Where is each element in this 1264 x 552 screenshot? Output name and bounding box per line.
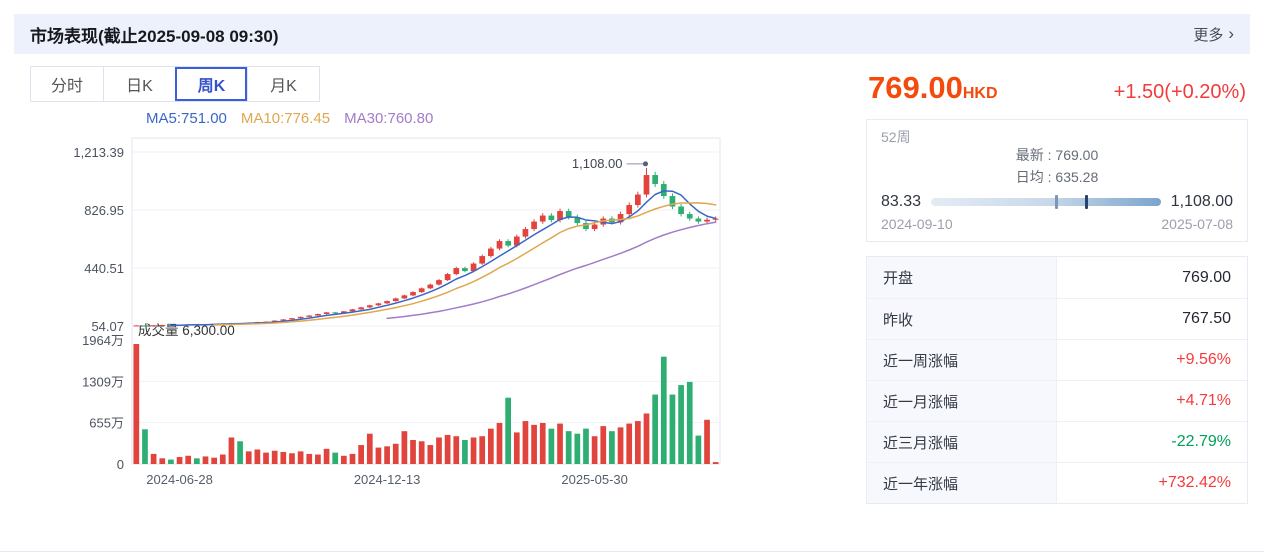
avg-marker <box>1054 195 1058 210</box>
quote-panel: 769.00HKD +1.50(+0.20%) 52周 最新 : 769.00 … <box>860 54 1250 505</box>
latest-marker <box>1084 195 1088 210</box>
chart-grid <box>131 137 721 465</box>
high-date: 2025-07-08 <box>1161 216 1233 233</box>
stat-value: -22.79% <box>1171 433 1231 451</box>
stat-value: +9.56% <box>1176 351 1231 369</box>
table-row: 近三月涨幅 -22.79% <box>867 421 1247 463</box>
stat-value: 767.50 <box>1182 310 1231 328</box>
more-label: 更多 <box>1193 26 1224 44</box>
price-change: +1.50(+0.20%) <box>1113 81 1246 103</box>
svg-text:1,213.39: 1,213.39 <box>73 145 124 160</box>
candles <box>133 167 719 327</box>
stat-label: 近三月涨幅 <box>867 422 1057 463</box>
svg-text:1,108.00: 1,108.00 <box>572 156 623 171</box>
content-area: 分时 日K 周K 月K MA5:751.00 MA10:776.45 MA30:760… <box>0 54 1264 505</box>
table-row: 近一周涨幅 +9.56% <box>867 339 1247 381</box>
table-row: 昨收 767.50 <box>867 298 1247 340</box>
price-wrap: 769.00HKD <box>868 70 998 106</box>
svg-text:2025-05-30: 2025-05-30 <box>561 472 628 487</box>
stat-label: 近一周涨幅 <box>867 340 1057 381</box>
quote-row: 769.00HKD +1.50(+0.20%) <box>866 68 1248 106</box>
stat-value: +732.42% <box>1158 474 1231 492</box>
table-row: 开盘 769.00 <box>867 257 1247 299</box>
chart-column: 分时 日K 周K 月K MA5:751.00 MA10:776.45 MA30:760… <box>14 54 860 504</box>
peak-annotation: 1,108.00 <box>572 156 648 171</box>
svg-text:2024-12-13: 2024-12-13 <box>354 472 421 487</box>
period-tabs: 分时 日K 周K 月K <box>30 66 320 102</box>
svg-text:1964万: 1964万 <box>82 333 124 348</box>
low-date: 2024-09-10 <box>881 216 953 233</box>
stat-value: 769.00 <box>1182 268 1231 286</box>
svg-text:0: 0 <box>117 457 124 472</box>
ma10-legend-label: MA10:776.45 <box>240 110 331 127</box>
current-price: 769.00 <box>868 70 963 105</box>
svg-text:2024-06-28: 2024-06-28 <box>146 472 213 487</box>
range-low-value: 83.33 <box>881 193 922 211</box>
stat-label: 昨收 <box>867 299 1057 340</box>
ma5-legend-label: MA5:751.00 <box>146 110 227 127</box>
stats-table: 开盘 769.00 昨收 767.50 近一周涨幅 +9.56% 近一月涨幅 +4.71% 近三… <box>866 256 1248 505</box>
header-bar: 市场表现(截止2025-09-08 09:30) 更多 › <box>14 14 1250 54</box>
range-high-value: 1,108.00 <box>1170 193 1233 211</box>
range-52w-summary: 最新 : 769.00 日均 : 635.28 <box>881 145 1233 188</box>
svg-text:440.51: 440.51 <box>84 261 124 276</box>
stat-label: 开盘 <box>867 257 1057 299</box>
stat-value: +4.71% <box>1176 392 1231 410</box>
period-tab-2[interactable]: 周K <box>175 67 247 101</box>
range-slider-row: 83.33 1,108.00 <box>881 193 1233 211</box>
chevron-right-icon: › <box>1228 24 1234 43</box>
stat-label: 近一年涨幅 <box>867 463 1057 504</box>
period-tab-0[interactable]: 分时 <box>31 67 103 101</box>
stat-label: 近一月涨幅 <box>867 381 1057 422</box>
currency-label: HKD <box>962 85 998 102</box>
svg-text:成交量 6,300.00: 成交量 6,300.00 <box>138 322 235 338</box>
range-slider-track[interactable] <box>931 195 1161 210</box>
table-row: 近一月涨幅 +4.71% <box>867 380 1247 422</box>
period-tab-3[interactable]: 月K <box>247 67 319 101</box>
latest-value-label: 最新 : 769.00 <box>1015 147 1099 163</box>
page-title: 市场表现(截止2025-09-08 09:30) <box>30 26 279 46</box>
avg-value-label: 日均 : 635.28 <box>1015 168 1099 185</box>
range-dates-row: 2024-09-10 2025-07-08 <box>881 216 1233 232</box>
ma-lines <box>170 190 717 327</box>
volume-bars <box>133 344 719 464</box>
svg-text:1309万: 1309万 <box>82 374 124 389</box>
svg-text:826.95: 826.95 <box>84 203 124 218</box>
range-52w-box: 52周 最新 : 769.00 日均 : 635.28 83.33 1,108.… <box>866 119 1248 243</box>
table-row: 近一年涨幅 +732.42% <box>867 462 1247 504</box>
ma-legend: MA5:751.00 MA10:776.45 MA30:760.80 <box>146 110 860 130</box>
svg-text:655万: 655万 <box>89 416 124 431</box>
range-52w-title: 52周 <box>881 129 911 145</box>
more-link[interactable]: 更多 › <box>1193 24 1234 45</box>
svg-text:54.07: 54.07 <box>91 319 124 334</box>
ma30-legend-label: MA30:760.80 <box>344 110 434 127</box>
period-tab-1[interactable]: 日K <box>103 67 175 101</box>
